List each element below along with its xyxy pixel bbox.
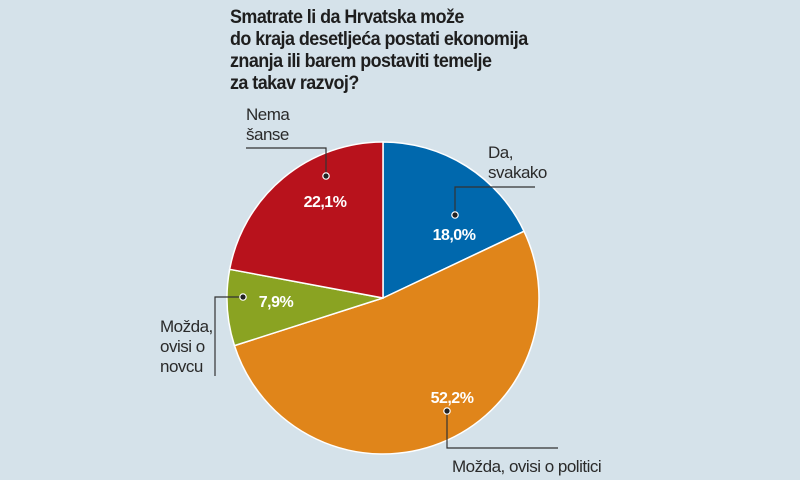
data-label: 22,1% bbox=[304, 194, 347, 211]
leader-dot bbox=[451, 211, 459, 219]
category-label: novcu bbox=[160, 357, 203, 376]
leader-line bbox=[246, 147, 327, 176]
category-label: Možda, ovisi o politici bbox=[452, 457, 601, 476]
title-line: Smatrate li da Hrvatska može bbox=[230, 6, 464, 28]
leader-line bbox=[446, 411, 558, 449]
title-line: znanja ili barem postaviti temelje bbox=[230, 50, 492, 72]
category-label: ovisi o bbox=[160, 337, 205, 356]
category-label: Možda, bbox=[160, 317, 213, 336]
category-label: svakako bbox=[488, 163, 547, 182]
title-line: za takav razvoj? bbox=[230, 72, 359, 94]
category-label: Nema bbox=[246, 105, 290, 124]
pie-slice bbox=[382, 141, 526, 300]
pie-slice bbox=[233, 230, 540, 455]
category-label: Da, bbox=[488, 143, 513, 162]
leader-dot bbox=[443, 407, 451, 415]
leader-dot bbox=[322, 172, 330, 180]
data-label: 7,9% bbox=[259, 294, 294, 311]
chart-title: Smatrate li da Hrvatska može do kraja de… bbox=[230, 6, 561, 94]
category-label: šanse bbox=[246, 125, 289, 144]
data-label: 18,0% bbox=[433, 227, 476, 244]
leader-line bbox=[454, 186, 535, 215]
leader-dot bbox=[239, 293, 247, 301]
data-label: 52,2% bbox=[431, 390, 474, 407]
title-line: do kraja desetljeća postati ekonomija bbox=[230, 28, 528, 50]
leader-line bbox=[214, 296, 243, 376]
pie-slice bbox=[228, 141, 384, 299]
